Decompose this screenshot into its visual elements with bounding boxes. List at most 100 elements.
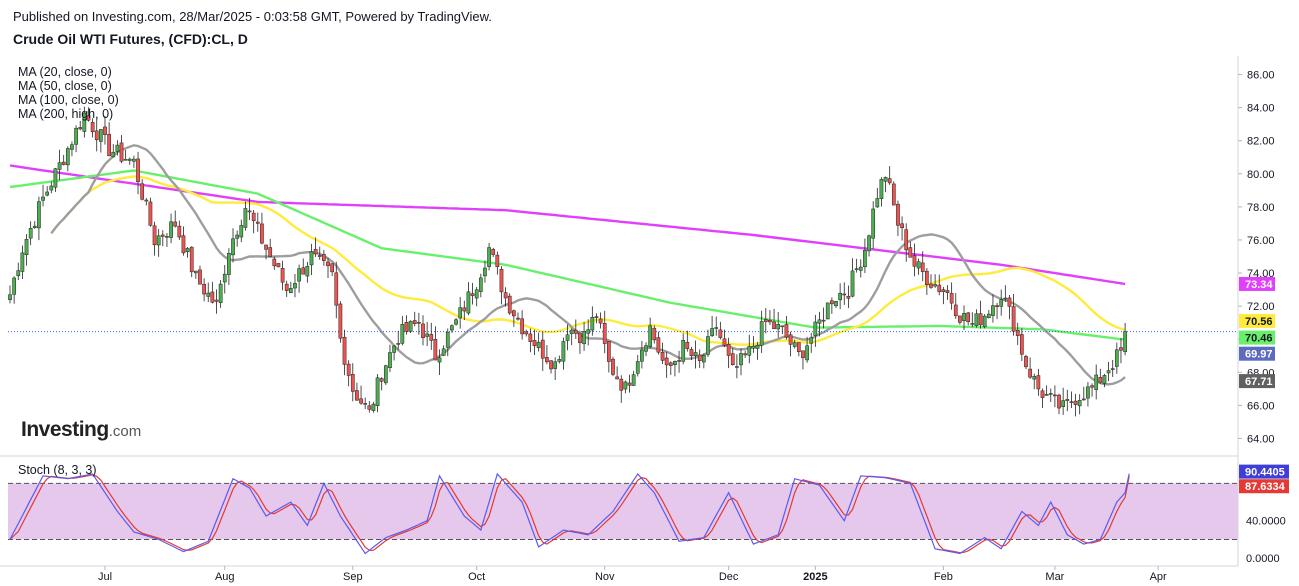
- candle-up: [1086, 386, 1090, 399]
- candle-up: [648, 325, 652, 348]
- candle-down: [367, 405, 372, 410]
- candle-up: [45, 191, 50, 196]
- candle-down: [941, 289, 946, 293]
- candle-up: [24, 239, 29, 256]
- price-badge-label: 70.46: [1245, 333, 1273, 345]
- candle-up: [1077, 400, 1082, 407]
- candle-down: [1015, 329, 1020, 337]
- candle-down: [1053, 394, 1057, 397]
- candle-down: [276, 263, 281, 268]
- candle-down: [94, 130, 99, 141]
- candle-down: [342, 336, 347, 365]
- candle-up: [693, 352, 698, 356]
- candle-down: [251, 212, 256, 221]
- candle-up: [8, 294, 12, 300]
- candle-down: [417, 322, 421, 324]
- candle-up: [1094, 374, 1099, 390]
- legend-ma200[interactable]: MA (200, high, 0): [18, 107, 114, 121]
- candle-up: [288, 288, 293, 293]
- price-badge-label: 69.97: [1245, 349, 1273, 361]
- candle-up: [879, 179, 884, 199]
- candle-down: [90, 122, 95, 132]
- candle-down: [668, 362, 673, 366]
- candle-down: [953, 304, 958, 317]
- candle-up: [49, 185, 54, 191]
- candle-up: [809, 337, 814, 344]
- candle-down: [379, 378, 384, 382]
- candle-up: [388, 352, 392, 369]
- candle-down: [652, 327, 657, 341]
- candle-up: [305, 265, 310, 277]
- candle-up: [916, 261, 921, 269]
- stoch-band-fill: [8, 483, 1238, 540]
- candle-down: [160, 234, 165, 237]
- candle-down: [326, 261, 330, 267]
- legend-ma20[interactable]: MA (20, close, 0): [18, 65, 112, 79]
- candle-up: [297, 268, 301, 282]
- candle-up: [739, 353, 743, 366]
- candle-down: [363, 403, 368, 405]
- candle-down: [181, 235, 186, 254]
- candle-up: [396, 343, 401, 345]
- candle-up: [478, 277, 483, 292]
- candle-down: [743, 353, 747, 356]
- candle-down: [173, 221, 178, 227]
- candle-down: [784, 324, 789, 338]
- candle-down: [421, 323, 425, 339]
- candle-down: [524, 331, 529, 335]
- candle-down: [152, 225, 157, 246]
- candle-up: [127, 158, 132, 161]
- price-tick-label: 66.00: [1247, 400, 1275, 412]
- candle-down: [1057, 394, 1061, 409]
- candle-up: [235, 234, 240, 239]
- candle-down: [925, 270, 929, 285]
- legend-ma100[interactable]: MA (100, close, 0): [18, 93, 119, 107]
- candle-up: [222, 273, 227, 283]
- candle-up: [474, 289, 479, 299]
- candle-up: [759, 321, 764, 346]
- stoch-tick-label: 40.0000: [1246, 516, 1286, 528]
- candle-up: [165, 236, 169, 238]
- time-tick-label: Apr: [1150, 571, 1167, 583]
- price-badge: [1239, 330, 1275, 345]
- candle-up: [805, 345, 809, 361]
- candle-up: [999, 299, 1004, 307]
- candle-up: [586, 329, 591, 334]
- candle-up: [383, 365, 388, 384]
- candle-down: [573, 329, 578, 334]
- candle-down: [1020, 334, 1024, 355]
- candle-down: [887, 178, 892, 184]
- price-tick-label: 84.00: [1247, 103, 1275, 115]
- candle-down: [462, 307, 467, 312]
- time-tick-label: Sep: [343, 571, 363, 583]
- candle-down: [685, 341, 690, 349]
- candle-up: [400, 324, 405, 344]
- candle-down: [846, 295, 851, 299]
- candle-down: [355, 390, 359, 401]
- candle-down: [763, 319, 768, 322]
- candle-up: [82, 112, 87, 132]
- candle-down: [247, 210, 252, 213]
- price-badge-label: 67.71: [1245, 376, 1273, 388]
- stoch-label[interactable]: Stoch (8, 3, 3): [18, 463, 97, 477]
- candle-up: [169, 221, 173, 238]
- candle-down: [656, 337, 661, 353]
- candle-down: [202, 283, 206, 295]
- logo-brand: Investing: [21, 418, 109, 441]
- candle-down: [136, 158, 140, 182]
- candle-down: [350, 374, 355, 392]
- candle-down: [177, 225, 182, 238]
- candle-up: [239, 225, 244, 238]
- candle-up: [825, 302, 830, 320]
- candle-up: [962, 313, 966, 322]
- candle-up: [640, 349, 644, 362]
- candle-down: [346, 363, 351, 376]
- stoch-lines: [9, 472, 1130, 555]
- candle-up: [1044, 393, 1049, 396]
- candle-up: [1123, 331, 1127, 353]
- legend-ma50[interactable]: MA (50, close, 0): [18, 79, 112, 93]
- candle-down: [491, 249, 496, 255]
- candle-down: [198, 269, 202, 285]
- candle-down: [284, 283, 289, 291]
- candle-down: [958, 315, 962, 323]
